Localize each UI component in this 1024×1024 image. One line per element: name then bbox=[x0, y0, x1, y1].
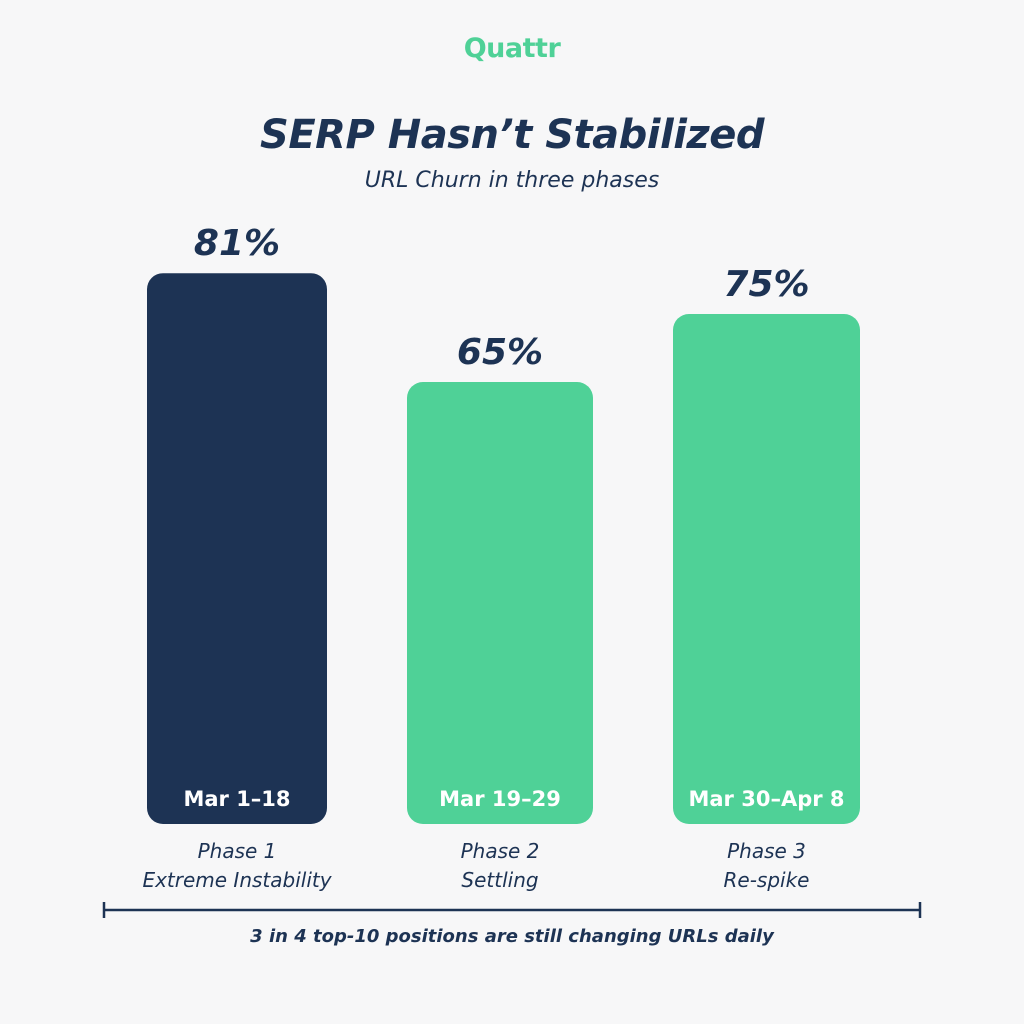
category-label-3: Mar 30–Apr 8 bbox=[688, 787, 844, 811]
phase-description-1: Extreme Instability bbox=[142, 868, 332, 892]
bar-1 bbox=[147, 273, 327, 824]
value-label-2: 65% bbox=[457, 332, 543, 373]
phase-name-2: Phase 2 bbox=[461, 839, 540, 863]
value-label-1: 81% bbox=[194, 223, 280, 264]
category-label-1: Mar 1–18 bbox=[183, 787, 290, 811]
value-label-3: 75% bbox=[723, 264, 809, 305]
logo-text: Quattr bbox=[463, 32, 561, 64]
phase-description-3: Re-spike bbox=[724, 868, 810, 892]
bar-2 bbox=[407, 382, 593, 824]
bar-3 bbox=[673, 314, 860, 824]
phase-name-1: Phase 1 bbox=[198, 839, 277, 863]
chart-subtitle: URL Churn in three phases bbox=[364, 168, 660, 193]
chart-title: SERP Hasn’t Stabilized bbox=[260, 112, 764, 158]
footer-note: 3 in 4 top-10 positions are still changi… bbox=[250, 926, 774, 947]
phase-name-3: Phase 3 bbox=[727, 839, 806, 863]
phase-description-2: Settling bbox=[461, 868, 538, 892]
category-label-2: Mar 19–29 bbox=[439, 787, 561, 811]
brand-logo: Quattr bbox=[0, 28, 1024, 68]
